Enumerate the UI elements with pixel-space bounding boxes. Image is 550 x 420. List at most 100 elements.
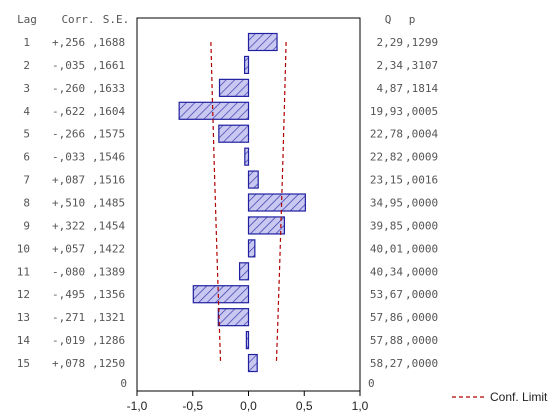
row-se-label: ,1286 — [92, 334, 125, 347]
x-tick-label: -0,5 — [182, 399, 203, 413]
row-se-label: ,1389 — [92, 265, 125, 278]
header-lag: Lag — [17, 13, 37, 26]
row-lag-label: 6 — [23, 151, 30, 164]
row-lag-label: 10 — [17, 242, 30, 255]
row-lag-label: 7 — [23, 174, 30, 187]
autocorrelation-bar — [247, 353, 258, 373]
row-p-label: ,1299 — [405, 36, 438, 49]
row-se-label: ,1422 — [92, 242, 125, 255]
row-p-label: ,0000 — [405, 334, 438, 347]
row-corr-label: +,256 — [52, 36, 85, 49]
row-corr-label: +,510 — [52, 197, 85, 210]
row-corr-label: +,322 — [52, 219, 85, 232]
row-corr-label: -,019 — [52, 334, 85, 347]
row-se-label: ,1633 — [92, 82, 125, 95]
conf-limit-upper — [275, 41, 287, 364]
row-lag-label: 1 — [23, 36, 30, 49]
row-se-label: ,1546 — [92, 151, 125, 164]
row-p-label: ,0009 — [405, 151, 438, 164]
row-p-label: ,0000 — [405, 265, 438, 278]
row-q-label: 34,95 — [370, 197, 403, 210]
row-corr-label: -,033 — [52, 151, 85, 164]
row-q-label: 22,78 — [370, 128, 403, 141]
row-se-label: ,1575 — [92, 128, 125, 141]
row-q-label: 57,86 — [370, 311, 403, 324]
autocorrelation-bar — [178, 101, 250, 120]
x-tick-label: -1,0 — [127, 399, 148, 413]
row-q-label: 22,82 — [370, 151, 403, 164]
row-lag-label: 15 — [17, 357, 30, 370]
row-corr-label: -,035 — [52, 59, 85, 72]
legend-label: Conf. Limit — [490, 390, 548, 404]
extra-row-label-left: 0 — [120, 377, 127, 390]
header-se: S.E. — [103, 13, 130, 26]
row-p-label: ,1814 — [405, 82, 438, 95]
row-q-label: 53,67 — [370, 288, 403, 301]
header-corr: Corr. — [61, 13, 94, 26]
extra-row-label-right: 0 — [368, 377, 375, 390]
row-p-label: ,0000 — [405, 357, 438, 370]
autocorrelation-bar — [218, 78, 250, 97]
autocorrelation-bar — [218, 124, 250, 143]
autocorrelation-bar — [245, 330, 250, 350]
row-lag-label: 3 — [23, 82, 30, 95]
row-se-label: ,1604 — [92, 105, 125, 118]
row-lag-label: 2 — [23, 59, 30, 72]
row-q-label: 19,93 — [370, 105, 403, 118]
row-q-label: 40,34 — [370, 265, 403, 278]
header-p: p — [409, 13, 416, 26]
row-lag-label: 9 — [23, 219, 30, 232]
autocorrelation-bar — [247, 193, 306, 212]
row-q-label: 4,87 — [377, 82, 404, 95]
row-lag-label: 8 — [23, 197, 30, 210]
row-p-label: ,0016 — [405, 174, 438, 187]
autocorrelation-bar — [244, 147, 250, 166]
row-p-label: ,0000 — [405, 197, 438, 210]
row-lag-label: 12 — [17, 288, 30, 301]
x-tick-label: 0,0 — [240, 399, 257, 413]
row-se-label: ,1485 — [92, 197, 125, 210]
row-p-label: ,0000 — [405, 242, 438, 255]
row-corr-label: +,078 — [52, 357, 85, 370]
row-p-label: ,0000 — [405, 288, 438, 301]
row-se-label: ,1356 — [92, 288, 125, 301]
row-se-label: ,1454 — [92, 219, 125, 232]
row-lag-label: 13 — [17, 311, 30, 324]
autocorrelation-bar — [247, 170, 259, 189]
row-p-label: ,0000 — [405, 311, 438, 324]
row-corr-label: -,266 — [52, 128, 85, 141]
row-q-label: 40,01 — [370, 242, 403, 255]
row-p-label: ,3107 — [405, 59, 438, 72]
x-tick-label: 0,5 — [296, 399, 313, 413]
row-se-label: ,1661 — [92, 59, 125, 72]
row-corr-label: +,057 — [52, 242, 85, 255]
autocorrelation-bar — [192, 285, 250, 304]
row-corr-label: -,271 — [52, 311, 85, 324]
row-corr-label: -,495 — [52, 288, 85, 301]
row-lag-label: 14 — [17, 334, 31, 347]
row-se-label: ,1688 — [92, 36, 125, 49]
autocorrelation-bar — [247, 32, 278, 52]
row-se-label: ,1516 — [92, 174, 125, 187]
row-p-label: ,0005 — [405, 105, 438, 118]
row-corr-label: -,260 — [52, 82, 85, 95]
row-corr-label: -,080 — [52, 265, 85, 278]
row-p-label: ,0004 — [405, 128, 438, 141]
autocorrelation-bar — [238, 262, 250, 281]
row-corr-label: +,087 — [52, 174, 85, 187]
row-q-label: 57,88 — [370, 334, 403, 347]
autocorrelation-bar — [243, 55, 250, 75]
row-lag-label: 5 — [23, 128, 30, 141]
conf-limit-lower — [210, 41, 222, 364]
row-q-label: 2,34 — [377, 59, 404, 72]
autocorrelation-bar — [217, 308, 250, 327]
row-q-label: 2,29 — [377, 36, 404, 49]
row-lag-label: 4 — [23, 105, 30, 118]
row-corr-label: -,622 — [52, 105, 85, 118]
row-lag-label: 11 — [17, 265, 30, 278]
row-q-label: 23,15 — [370, 174, 403, 187]
row-se-label: ,1250 — [92, 357, 125, 370]
row-q-label: 58,27 — [370, 357, 403, 370]
autocorrelation-bar — [247, 239, 256, 258]
